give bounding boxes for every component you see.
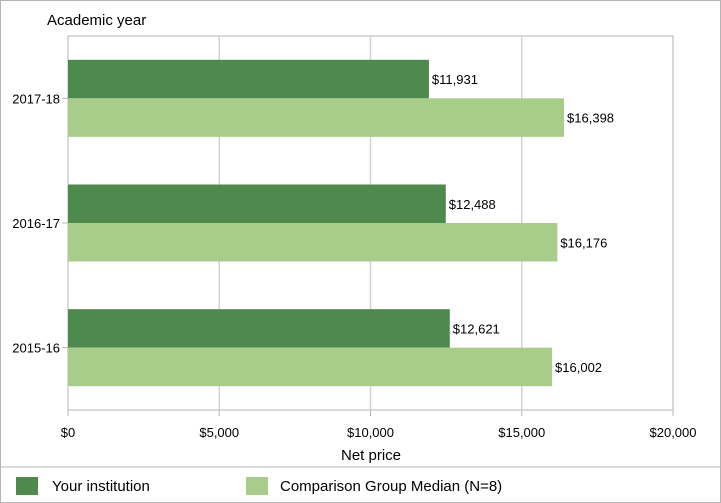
x-tick-label: $5,000 — [199, 425, 239, 440]
x-tick-label: $0 — [61, 425, 75, 440]
x-axis-ticks: $0 $5,000 $10,000 $15,000 $20,000 — [61, 410, 697, 440]
y-tick-label: 2017-18 — [12, 91, 60, 106]
y-axis-title: Academic year — [47, 12, 146, 29]
legend: Your institution Comparison Group Median… — [16, 477, 502, 495]
bar — [68, 309, 450, 348]
x-tick-label: $10,000 — [347, 425, 394, 440]
y-axis-ticks: 2017-18 2016-17 2015-16 — [12, 91, 68, 356]
y-tick-label: 2016-17 — [12, 216, 60, 231]
bar-value-label: $16,398 — [567, 111, 614, 126]
legend-label-comparison-group: Comparison Group Median (N=8) — [280, 478, 502, 495]
x-axis-title: Net price — [341, 447, 401, 464]
bar — [68, 59, 429, 99]
x-tick-label: $15,000 — [498, 425, 545, 440]
x-tick-label: $20,000 — [650, 425, 697, 440]
y-tick-label: 2015-16 — [12, 341, 60, 356]
bar — [68, 223, 558, 262]
bars — [68, 59, 565, 387]
bar-value-label: $12,621 — [453, 321, 500, 336]
bar — [68, 184, 446, 223]
legend-swatch-comparison-group — [246, 477, 268, 495]
bar-value-label: $12,488 — [449, 197, 496, 212]
bar — [68, 98, 565, 137]
bar-value-label: $16,176 — [560, 235, 607, 250]
bar — [68, 347, 553, 387]
data-labels: $11,931 $16,398 $12,488 $16,176 $12,621 $16,0… — [432, 72, 614, 375]
bar-value-label: $16,002 — [555, 360, 602, 375]
legend-label-your-institution: Your institution — [52, 478, 150, 495]
bar-value-label: $11,931 — [432, 72, 478, 87]
legend-swatch-your-institution — [16, 477, 38, 495]
